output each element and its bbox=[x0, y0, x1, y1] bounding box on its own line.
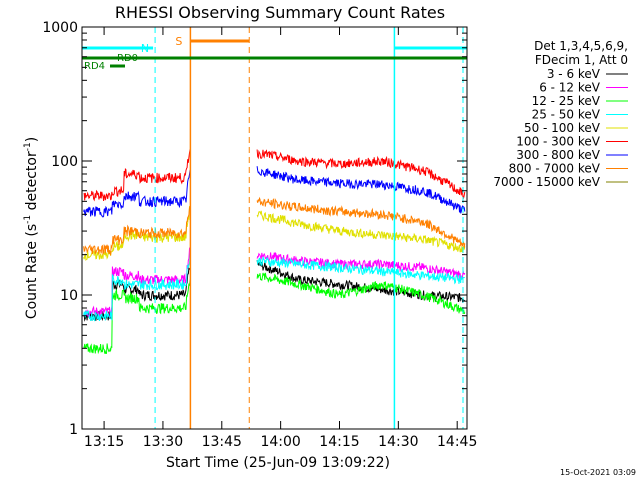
legend-label: 50 - 100 keV bbox=[524, 121, 601, 135]
legend-label: 12 - 25 keV bbox=[532, 94, 601, 108]
ticks-layer: 13:15 13:30 13:45 14:00 14:15 14:30 14:45 1 10 10… bbox=[42, 20, 477, 450]
legend-label: 25 - 50 keV bbox=[532, 108, 601, 122]
series-pre-12-25keV bbox=[83, 279, 191, 355]
legend-header-1: Det 1,3,4,5,6,9, bbox=[534, 39, 628, 53]
y-tick-label: 1000 bbox=[42, 20, 78, 36]
series-post-25-50keV bbox=[256, 256, 465, 285]
x-tick-label: 14:15 bbox=[319, 434, 359, 450]
x-tick-label: 13:15 bbox=[84, 434, 124, 450]
series-pre-800-7000keV bbox=[83, 206, 191, 257]
legend-header-2: FDecim 1, Att 0 bbox=[535, 53, 628, 67]
series-pre-25-50keV bbox=[83, 253, 191, 322]
legend-label: 6 - 12 keV bbox=[539, 81, 601, 95]
x-tick-label: 13:45 bbox=[202, 434, 242, 450]
y-axis-label: Count Rate (s-1 detector-1) bbox=[23, 137, 40, 319]
series-pre-300-800keV bbox=[83, 169, 191, 218]
x-tick-label: 14:45 bbox=[437, 434, 477, 450]
timestamp: 15-Oct-2021 03:09 bbox=[560, 468, 636, 477]
y-tick-label: 1 bbox=[69, 422, 78, 438]
x-tick-label: 14:30 bbox=[378, 434, 418, 450]
series-post-12-25keV bbox=[256, 272, 466, 314]
plot-frame bbox=[81, 26, 468, 430]
legend-label: 300 - 800 keV bbox=[516, 148, 600, 162]
rd0-flag-label: RD0 bbox=[117, 53, 138, 64]
series-pre-50-100keV bbox=[83, 205, 191, 262]
x-axis-label: Start Time (25-Jun-09 13:09:22) bbox=[166, 455, 390, 471]
flags-layer: N S RD0 RD4 bbox=[82, 27, 467, 429]
legend-label: 3 - 6 keV bbox=[547, 67, 601, 81]
series-post-50-100keV bbox=[256, 210, 466, 253]
legend-label: 100 - 300 keV bbox=[516, 135, 600, 149]
legend-label: 800 - 7000 keV bbox=[509, 162, 601, 176]
series-post-100-300keV bbox=[256, 149, 466, 201]
night-flag-label: N bbox=[141, 42, 149, 55]
x-tick-label: 14:00 bbox=[260, 434, 300, 450]
series-layer bbox=[83, 149, 466, 355]
series-post-800-7000keV bbox=[256, 196, 466, 248]
y-tick-label: 100 bbox=[51, 154, 78, 170]
series-pre-100-300keV bbox=[83, 149, 191, 202]
y-tick-label: 10 bbox=[60, 288, 78, 304]
legend-label: 7000 - 15000 keV bbox=[493, 175, 600, 189]
rd4-flag-label: RD4 bbox=[84, 61, 105, 72]
series-post-300-800keV bbox=[256, 166, 466, 214]
chart-title: RHESSI Observing Summary Count Rates bbox=[115, 3, 445, 22]
legend: Det 1,3,4,5,6,9, FDecim 1, Att 0 3 - 6 k… bbox=[493, 39, 628, 189]
x-tick-label: 13:30 bbox=[143, 434, 183, 450]
saa-flag-label: S bbox=[175, 35, 182, 48]
